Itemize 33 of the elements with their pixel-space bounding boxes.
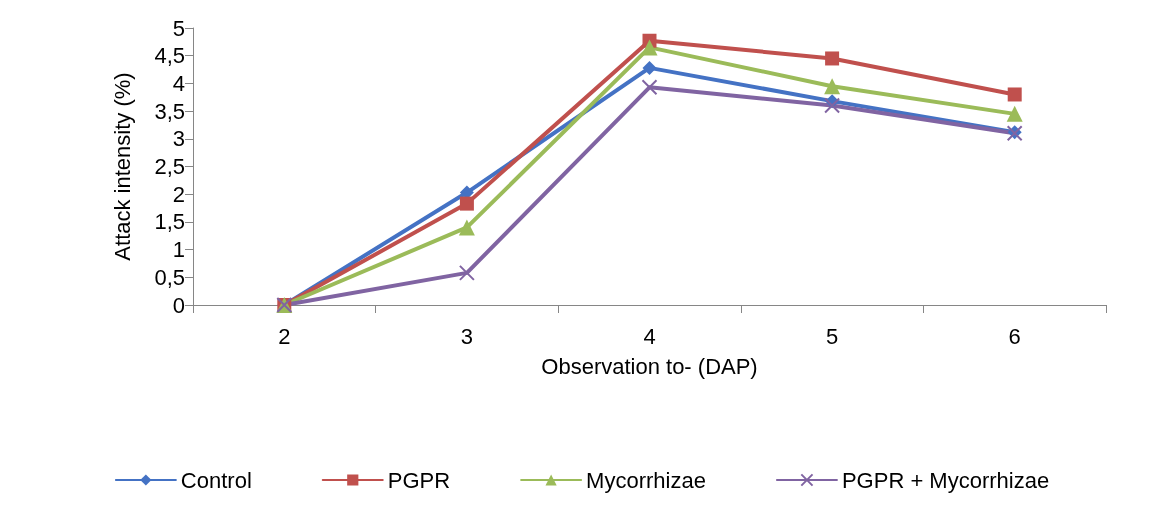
x-tick-label: 6 (1008, 323, 1021, 349)
y-tick-label: 2 (172, 181, 185, 207)
y-tick-label: 4,5 (154, 43, 185, 69)
y-tick-label: 1,5 (154, 209, 185, 235)
y-tick-label: 3,5 (154, 98, 185, 124)
point (458, 219, 475, 236)
point (1007, 87, 1022, 102)
point (458, 264, 475, 281)
y-tick-label: 4 (172, 70, 185, 96)
y-axis-title: Attack intensity (%) (109, 72, 135, 261)
point (641, 79, 658, 96)
legend-label: PGPR (387, 467, 451, 493)
point (1006, 105, 1023, 122)
legend-label: PGPR + Mycorrhizae (841, 467, 1050, 493)
y-tick-label: 1 (172, 237, 185, 263)
point (824, 78, 841, 95)
x-tick-label: 4 (643, 323, 656, 349)
x-tick-label: 5 (825, 323, 839, 349)
legend-label: Control (180, 467, 252, 493)
y-tick-label: 0 (172, 292, 185, 318)
point (641, 39, 658, 56)
x-tick-label: 2 (278, 323, 291, 349)
y-tick-label: 5 (172, 15, 185, 41)
legend-label: Mycorrhizae (586, 467, 706, 493)
x-axis-title: Observation to- (DAP) (541, 353, 758, 379)
point (642, 60, 657, 75)
y-tick-label: 3 (172, 126, 185, 152)
x-tick-label: 3 (460, 323, 474, 349)
point (825, 51, 840, 66)
point (459, 196, 474, 211)
y-tick-label: 2,5 (154, 154, 185, 179)
point (824, 97, 841, 114)
y-tick-label: 0,5 (154, 264, 185, 290)
